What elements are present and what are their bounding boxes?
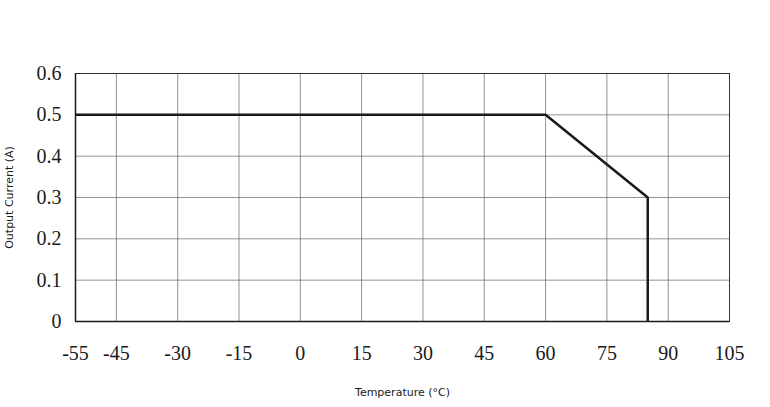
svg-text:0.4: 0.4 [37,145,62,167]
svg-text:0.3: 0.3 [37,186,62,208]
svg-text:0.1: 0.1 [37,269,62,291]
svg-text:90: 90 [658,342,678,364]
svg-text:-55: -55 [62,342,89,364]
svg-text:60: 60 [536,342,556,364]
svg-text:105: 105 [715,342,745,364]
svg-text:45: 45 [474,342,494,364]
svg-text:75: 75 [597,342,617,364]
svg-text:30: 30 [413,342,433,364]
svg-text:-15: -15 [226,342,253,364]
svg-text:0.5: 0.5 [37,103,62,125]
svg-text:Temperature (°C): Temperature (°C) [354,386,450,399]
svg-text:-30: -30 [164,342,191,364]
svg-text:15: 15 [352,342,372,364]
svg-text:0.2: 0.2 [37,227,62,249]
svg-text:0: 0 [52,310,62,332]
svg-text:0.6: 0.6 [37,62,62,84]
svg-text:Output Current (A): Output Current (A) [3,146,16,249]
svg-text:0: 0 [295,342,305,364]
svg-text:-45: -45 [103,342,130,364]
